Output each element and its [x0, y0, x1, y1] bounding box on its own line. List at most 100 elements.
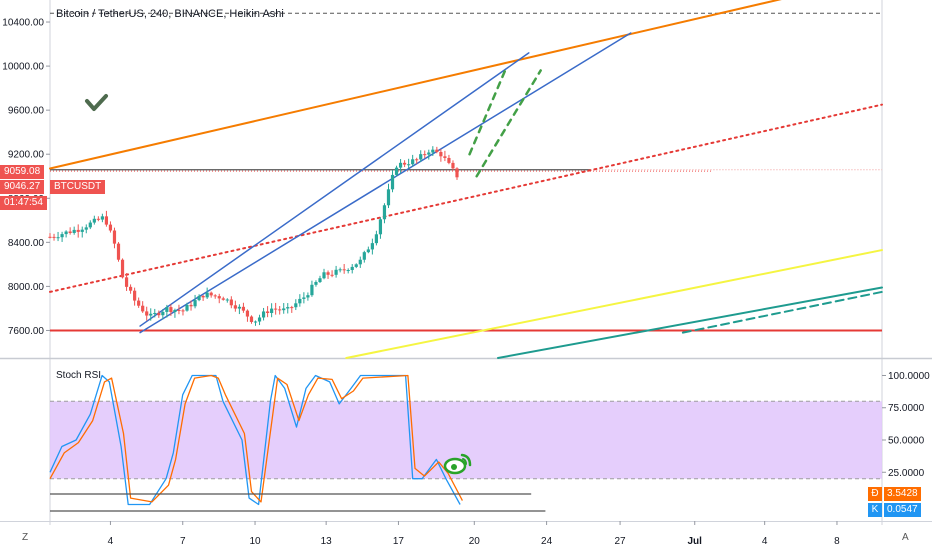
candle-body	[342, 269, 346, 271]
candle-body	[318, 278, 322, 283]
candle-body	[443, 156, 447, 158]
candle-body	[165, 307, 169, 312]
candle-body	[290, 307, 294, 309]
candle-body	[221, 298, 225, 300]
candle-body	[306, 295, 310, 298]
candle-body	[415, 159, 419, 161]
candle-body	[455, 168, 459, 178]
candle-body	[298, 298, 302, 304]
candle-body	[427, 152, 431, 155]
candle-body	[253, 321, 258, 323]
candle-body	[116, 243, 121, 260]
time-tick-label: 8	[834, 536, 840, 547]
candle-body	[338, 269, 342, 271]
candle-body	[334, 269, 338, 275]
candle-body	[201, 295, 205, 298]
orange-trendline	[49, 0, 782, 170]
candle-body	[423, 154, 427, 156]
candle-body	[48, 236, 52, 238]
candle-body	[346, 270, 350, 272]
time-tick-label: 17	[393, 536, 405, 547]
stoch-tick-label: 75.0000	[888, 403, 925, 414]
price-pane[interactable]	[50, 0, 882, 358]
indicator-title[interactable]: Stoch RSI	[56, 370, 102, 381]
time-tick-label: 27	[615, 536, 627, 547]
candle-body	[451, 162, 455, 169]
candle-body	[169, 307, 173, 313]
candle-body	[435, 149, 439, 152]
candle-body	[354, 264, 358, 267]
candle-body	[153, 312, 157, 314]
candle-body	[270, 308, 274, 313]
channel-upper-line	[139, 52, 530, 327]
channel-lower-line	[139, 32, 632, 334]
candle-body	[145, 311, 149, 316]
price-current-tag: 9046.27	[0, 180, 45, 194]
candle-body	[330, 274, 334, 276]
candle-body	[407, 164, 411, 166]
candle-body	[112, 230, 117, 244]
candle-body	[237, 306, 241, 309]
candle-body	[229, 299, 233, 306]
candle-body	[257, 317, 262, 322]
candle-body	[398, 162, 403, 168]
candle-body	[241, 306, 246, 311]
time-tick-label: Jul	[688, 536, 703, 547]
candle-body	[386, 189, 391, 206]
time-tick-label: 10	[249, 536, 261, 547]
price-tick-label: 10400.00	[2, 18, 44, 29]
price-tick-label: 8400.00	[8, 238, 45, 249]
candle-body	[193, 300, 197, 307]
candle-body	[141, 305, 145, 312]
candle-body	[358, 259, 362, 265]
candle-body	[350, 266, 354, 271]
candle-body	[282, 308, 286, 311]
candle-body	[326, 272, 330, 275]
stoch-tick-label: 25.0000	[888, 468, 925, 479]
candle-body	[225, 299, 229, 301]
symbol-tag: BTCUSDT	[50, 180, 106, 194]
candle-body	[294, 303, 298, 308]
candle-body	[157, 312, 161, 316]
autoscale-button[interactable]: A	[902, 532, 909, 543]
candle-body	[128, 286, 133, 291]
time-tick-label: 20	[469, 536, 481, 547]
candle-body	[403, 162, 407, 165]
yellow-trendline	[345, 249, 883, 359]
candle-body	[76, 229, 80, 232]
candle-body	[382, 205, 387, 220]
time-tick-label: 13	[321, 536, 333, 547]
candle-body	[286, 307, 290, 309]
d-value-badge: 3.5428	[884, 487, 921, 501]
red-dotted-trendline	[49, 103, 883, 293]
candle-body	[394, 167, 399, 175]
projection-dashed-line	[468, 69, 507, 156]
candle-body	[120, 259, 125, 278]
candle-body	[133, 290, 137, 301]
candle-body	[56, 237, 60, 239]
time-tick-label: 7	[180, 536, 186, 547]
candle-body	[447, 157, 451, 163]
candle-body	[378, 219, 383, 235]
candle-body	[266, 311, 270, 313]
candle-body	[181, 310, 185, 312]
price-tick-label: 8000.00	[8, 282, 45, 293]
candle-body	[366, 249, 370, 253]
candle-body	[124, 277, 129, 287]
candle-body	[173, 309, 177, 313]
countdown-tag: 01:47:54	[0, 196, 47, 210]
candle-body	[274, 308, 278, 310]
price-tick-label: 10000.00	[2, 62, 44, 73]
candle-body	[370, 243, 374, 250]
timezone-button[interactable]: Z	[22, 532, 29, 543]
candle-body	[314, 282, 318, 285]
candle-body	[68, 231, 72, 233]
teal-trendline	[497, 286, 883, 359]
candle-body	[80, 229, 84, 232]
price-tick-label: 9600.00	[8, 106, 45, 117]
candle-body	[92, 218, 96, 223]
candle-body	[217, 296, 221, 299]
candle-body	[411, 159, 415, 165]
candle-body	[439, 151, 443, 157]
